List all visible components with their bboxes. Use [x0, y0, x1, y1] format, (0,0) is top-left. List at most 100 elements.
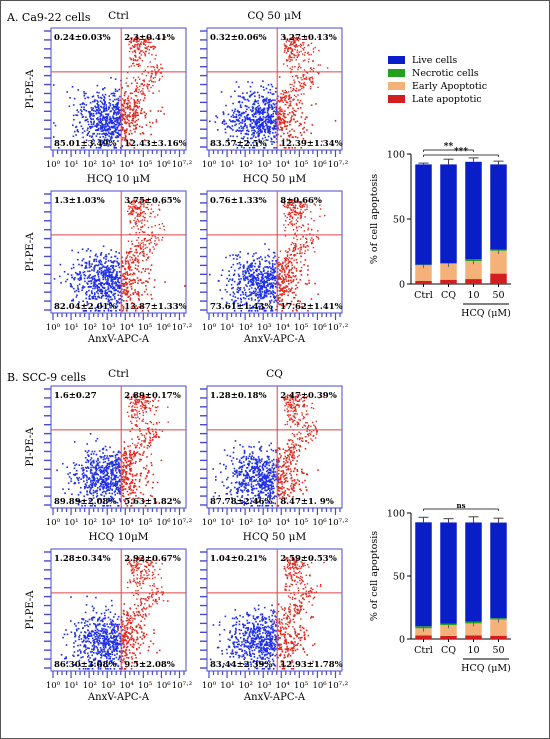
- scatter-point: [300, 261, 302, 263]
- scatter-point: [131, 302, 134, 304]
- scatter-point: [116, 484, 118, 486]
- scatter-point: [271, 267, 273, 269]
- scatter-point: [147, 72, 149, 74]
- scatter-point: [105, 275, 108, 277]
- scatter-point: [294, 246, 297, 249]
- scatter-point: [137, 260, 139, 262]
- scatter-point: [91, 135, 93, 137]
- scatter-point: [139, 206, 141, 208]
- scatter-point: [101, 94, 104, 96]
- scatter-point: [144, 200, 146, 202]
- scatter-point: [306, 116, 308, 119]
- scatter-point: [106, 268, 109, 270]
- scatter-point: [146, 253, 148, 256]
- scatter-point: [254, 123, 257, 126]
- scatter-point: [282, 290, 284, 293]
- scatter-point: [239, 95, 241, 98]
- scatter-point: [97, 464, 100, 467]
- scatter-point: [104, 466, 106, 469]
- scatter-point: [250, 127, 253, 129]
- scatter-point: [112, 100, 114, 102]
- scatter-point: [83, 310, 86, 312]
- scatter-point: [302, 224, 304, 226]
- scatter-point: [119, 298, 122, 300]
- scatter-point: [232, 102, 234, 105]
- scatter-point: [296, 75, 298, 77]
- scatter-point: [136, 425, 139, 427]
- scatter-point: [287, 134, 290, 137]
- scatter-point: [142, 132, 144, 134]
- scatter-point: [105, 484, 107, 486]
- scatter-point: [109, 121, 112, 123]
- scatter-point: [148, 90, 150, 92]
- scatter-point: [241, 96, 244, 99]
- scatter-point: [244, 117, 247, 119]
- scatter-point: [268, 101, 271, 104]
- scatter-point: [160, 110, 162, 112]
- scatter-point: [251, 129, 253, 132]
- scatter-point: [279, 270, 282, 272]
- scatter-point: [77, 278, 80, 280]
- scatter-point: [105, 104, 107, 106]
- scatter-point: [122, 480, 124, 482]
- scatter-point: [117, 450, 120, 453]
- scatter-point: [122, 108, 124, 110]
- scatter-point: [87, 120, 89, 123]
- scatter-point: [86, 282, 88, 284]
- x-tick-label: 10⁷·²: [172, 323, 192, 333]
- scatter-point: [236, 291, 238, 293]
- scatter-point: [139, 474, 142, 477]
- scatter-point: [147, 281, 149, 283]
- scatter-point: [130, 210, 132, 213]
- scatter-point: [264, 243, 266, 245]
- scatter-point: [141, 73, 143, 75]
- scatter-point: [74, 482, 76, 485]
- scatter-point: [126, 483, 128, 485]
- scatter-point: [283, 63, 285, 65]
- scatter-point: [92, 453, 95, 455]
- scatter-point: [109, 296, 111, 298]
- scatter-point: [141, 231, 144, 233]
- scatter-point: [85, 484, 88, 487]
- scatter-point: [137, 265, 140, 267]
- scatter-point: [270, 310, 272, 312]
- scatter-point: [142, 414, 144, 417]
- scatter-point: [280, 293, 282, 296]
- scatter-point: [249, 274, 252, 276]
- scatter-point: [280, 289, 282, 292]
- scatter-point: [109, 306, 111, 308]
- scatter-point: [319, 208, 322, 210]
- scatter-point: [312, 60, 314, 62]
- scatter-point: [251, 310, 253, 312]
- scatter-point: [53, 278, 56, 280]
- scatter-point: [230, 283, 233, 286]
- scatter-point: [149, 36, 152, 38]
- scatter-point: [102, 136, 104, 138]
- scatter-point: [275, 108, 278, 111]
- scatter-point: [306, 204, 308, 206]
- scatter-point: [93, 258, 95, 261]
- scatter-point: [263, 286, 266, 288]
- scatter-point: [239, 266, 241, 269]
- scatter-point: [101, 142, 104, 145]
- scatter-point: [233, 273, 236, 275]
- scatter-point: [136, 41, 138, 43]
- scatter-point: [73, 278, 76, 281]
- scatter-point: [111, 277, 114, 279]
- scatter-point: [146, 46, 148, 48]
- scatter-point: [259, 293, 262, 295]
- scatter-point: [130, 409, 133, 411]
- scatter-point: [291, 66, 294, 68]
- scatter-point: [285, 128, 288, 130]
- scatter-point: [127, 205, 130, 207]
- scatter-point: [161, 106, 164, 109]
- scatter-point: [147, 257, 149, 259]
- scatter-point: [241, 101, 244, 104]
- scatter-point: [285, 304, 288, 306]
- scatter-point: [137, 399, 139, 401]
- scatter-point: [310, 211, 312, 213]
- scatter-point: [291, 44, 293, 46]
- scatter-point: [127, 290, 130, 292]
- scatter-point: [97, 270, 99, 272]
- scatter-point: [110, 298, 112, 301]
